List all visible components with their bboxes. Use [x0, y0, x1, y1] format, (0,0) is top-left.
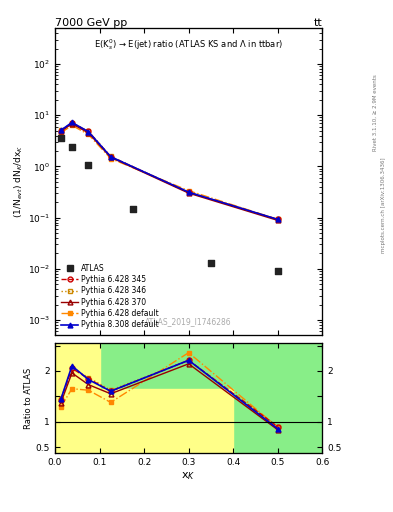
Text: tt: tt — [314, 18, 322, 28]
Y-axis label: Ratio to ATLAS: Ratio to ATLAS — [24, 368, 33, 429]
Point — [275, 267, 281, 275]
Text: mcplots.cern.ch [arXiv:1306.3436]: mcplots.cern.ch [arXiv:1306.3436] — [381, 157, 386, 252]
Point — [85, 161, 92, 169]
Text: 7000 GeV pp: 7000 GeV pp — [55, 18, 127, 28]
Point — [58, 134, 64, 142]
Text: Rivet 3.1.10, ≥ 2.9M events: Rivet 3.1.10, ≥ 2.9M events — [373, 74, 378, 151]
Text: ATLAS_2019_I1746286: ATLAS_2019_I1746286 — [145, 317, 232, 326]
Point — [130, 205, 136, 214]
Point — [208, 259, 214, 267]
Point — [69, 143, 75, 151]
Text: E(K$^0_s$) → E(jet) ratio (ATLAS KS and Λ in ttbar): E(K$^0_s$) → E(jet) ratio (ATLAS KS and … — [94, 37, 283, 52]
Y-axis label: (1/N$_{evt}$) dN$_K$/dx$_K$: (1/N$_{evt}$) dN$_K$/dx$_K$ — [13, 145, 25, 219]
Legend: ATLAS, Pythia 6.428 345, Pythia 6.428 346, Pythia 6.428 370, Pythia 6.428 defaul: ATLAS, Pythia 6.428 345, Pythia 6.428 34… — [59, 262, 161, 332]
X-axis label: x$_K$: x$_K$ — [182, 470, 196, 482]
